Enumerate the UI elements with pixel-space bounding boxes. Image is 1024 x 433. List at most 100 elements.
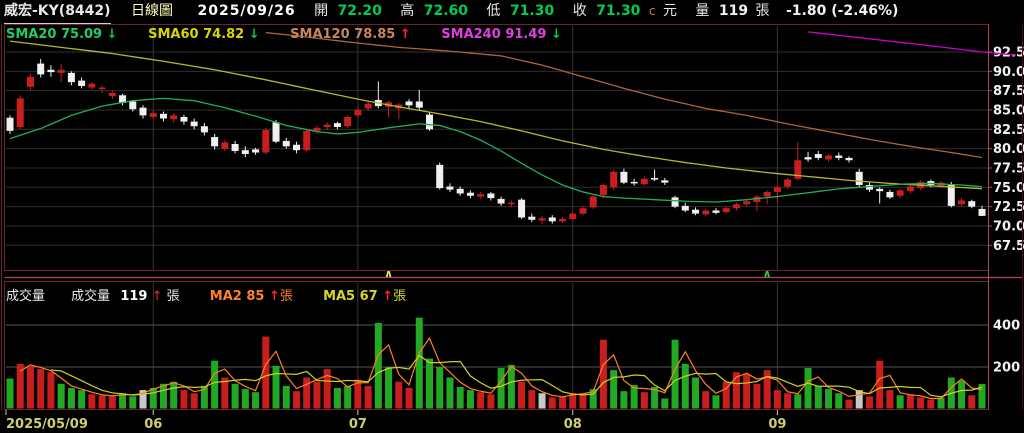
price-axis-label: 82.5 [993, 123, 1024, 138]
ma5-value: 67 [359, 289, 378, 304]
candle-body [159, 113, 167, 119]
candle-body [692, 209, 700, 214]
chart-header: 威宏-KY(8442) 日線圖 2025/09/26 開 72.20 高 72.… [4, 1, 899, 24]
volume-bar [385, 367, 393, 409]
sma20-legend-item[interactable]: SMA20 75.09 ↓ [6, 27, 118, 42]
candle-body [456, 188, 464, 194]
high-label: 高 [400, 3, 415, 19]
volume-bar [712, 395, 720, 409]
price-axis-label: 92.5 [993, 45, 1024, 60]
ma2-label: MA2 [209, 289, 242, 304]
candle-body [518, 199, 526, 218]
candle-body [170, 115, 178, 120]
ma2-legend-item[interactable]: MA2 85 ↑張 [210, 285, 293, 304]
candle-body [119, 95, 127, 104]
sma120-up-arrow-icon: ↑ [399, 27, 411, 42]
candle-body [507, 202, 515, 205]
volume-bar [6, 378, 14, 409]
candle-body [221, 142, 229, 149]
x-axis-label: 2025/05/09 [6, 417, 88, 432]
volume-bar [814, 385, 822, 409]
sma60-legend-item[interactable]: SMA60 74.82 ↓ [148, 27, 260, 42]
sma240-label: SMA240 [441, 27, 501, 42]
candle-body [425, 114, 433, 130]
candle-body [6, 117, 14, 131]
sma240-value: 91.49 [505, 27, 547, 42]
candle-body [415, 101, 423, 108]
candle-body [947, 184, 955, 206]
volume-bar [559, 396, 567, 409]
volume-bar [333, 388, 341, 409]
volume-bar [569, 393, 577, 409]
chart-date: 2025/09/26 [197, 3, 296, 19]
volume-bar [968, 395, 976, 409]
volume-bar [231, 383, 239, 409]
sma120-legend-item[interactable]: SMA120 78.85 ↑ [290, 27, 411, 42]
volume-bar [159, 383, 167, 409]
candle-body [804, 157, 812, 160]
open-label: 開 [314, 3, 329, 19]
volume-bar [692, 377, 700, 409]
volume-bar [149, 388, 157, 409]
currency-unit: 元 [662, 3, 677, 19]
candle-body [88, 83, 96, 88]
sma240-legend-item[interactable]: SMA240 91.49 ↓ [441, 27, 562, 42]
volume-bar [108, 396, 116, 409]
candle-body [958, 200, 966, 205]
candle-body [569, 213, 577, 220]
change-value: -1.80 (-2.46%) [786, 3, 899, 19]
volume-bar [661, 398, 669, 409]
ma5-unit: 張 [393, 289, 407, 304]
volume-bar [528, 390, 536, 409]
price-axis-label: 72.5 [993, 200, 1024, 215]
candle-body [323, 124, 331, 127]
high-value: 72.60 [423, 3, 469, 19]
volume-bar [303, 377, 311, 409]
volume-bar [958, 380, 966, 409]
candle-body [794, 160, 802, 179]
volume-bar [67, 388, 75, 409]
open-value: 72.20 [337, 3, 382, 19]
candle-body [978, 208, 986, 216]
sma60-down-arrow-icon: ↓ [248, 27, 260, 42]
volume-bar [200, 385, 208, 409]
volume-bar [344, 385, 352, 409]
volume-bar [436, 367, 444, 409]
sma-legend: SMA20 75.09 ↓ SMA60 74.82 ↓ SMA120 78.85… [6, 27, 588, 42]
volume-bar [262, 336, 270, 409]
volume-bar [119, 393, 127, 409]
volume-bar [241, 389, 249, 409]
volume-bar [917, 397, 925, 409]
chart-type-label[interactable]: 日線圖 [131, 3, 174, 19]
price-axis-label: 85.0 [993, 103, 1024, 118]
candle-body [78, 80, 86, 87]
volume-bar [252, 392, 260, 409]
candle-body [906, 186, 914, 192]
volume-bar [323, 369, 331, 409]
candle-body [722, 208, 730, 213]
candle-body [702, 210, 710, 215]
candle-body [548, 217, 556, 222]
candle-body [620, 171, 628, 183]
sma240-line-extension [981, 51, 1017, 56]
candle-body [661, 180, 669, 183]
stock-title[interactable]: 威宏-KY(8442) [4, 1, 111, 24]
volume-bar [497, 368, 505, 409]
candle-body [262, 130, 270, 153]
ma5-legend-item[interactable]: MA5 67 ↑張 [323, 285, 406, 304]
low-value: 71.30 [509, 3, 555, 19]
candle-body [671, 197, 679, 207]
volume-bar [272, 365, 280, 409]
volume-bar [589, 389, 597, 409]
volume-pane-title[interactable]: 成交量 [6, 289, 46, 304]
candle-body [743, 201, 751, 205]
sma20-line [9, 97, 983, 203]
candle-body [67, 72, 75, 83]
volume-bar [630, 384, 638, 409]
volume-bar [671, 339, 679, 409]
candle-body [835, 155, 843, 158]
volume-bar [98, 395, 106, 409]
sma20-value: 75.09 [60, 27, 103, 42]
